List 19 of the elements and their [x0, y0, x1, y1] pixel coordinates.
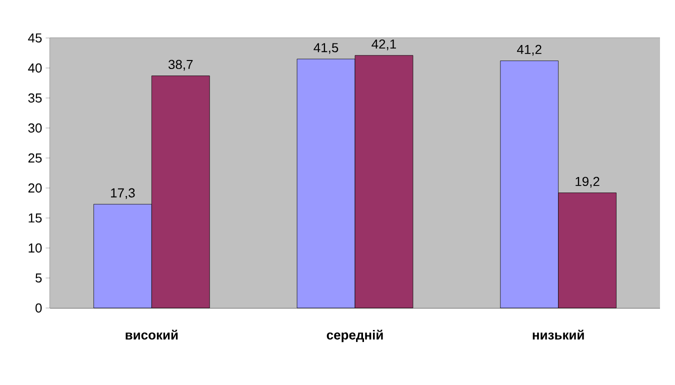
y-tick-label: 15 — [28, 213, 42, 223]
data-label: 38,7 — [168, 60, 193, 71]
y-tick-label: 35 — [28, 93, 42, 103]
y-tick-label: 45 — [28, 33, 42, 43]
y-tick-label: 5 — [36, 273, 42, 283]
y-tick-label: 30 — [28, 123, 42, 133]
x-tick-label: високий — [126, 330, 178, 340]
data-label: 17,3 — [111, 188, 135, 199]
x-tick-label: середній — [326, 330, 383, 342]
y-tick-label: 0 — [36, 303, 42, 313]
data-label: 41,2 — [517, 44, 542, 56]
y-tick-label: 20 — [28, 183, 42, 193]
y-tick-label: 40 — [28, 63, 42, 73]
data-label: 42,1 — [372, 39, 396, 50]
x-tick-label: низький — [532, 330, 584, 340]
data-label: 19,2 — [576, 176, 600, 188]
data-label: 41,5 — [314, 43, 338, 54]
y-tick-label: 10 — [28, 243, 42, 253]
y-tick-label: 25 — [28, 153, 42, 163]
